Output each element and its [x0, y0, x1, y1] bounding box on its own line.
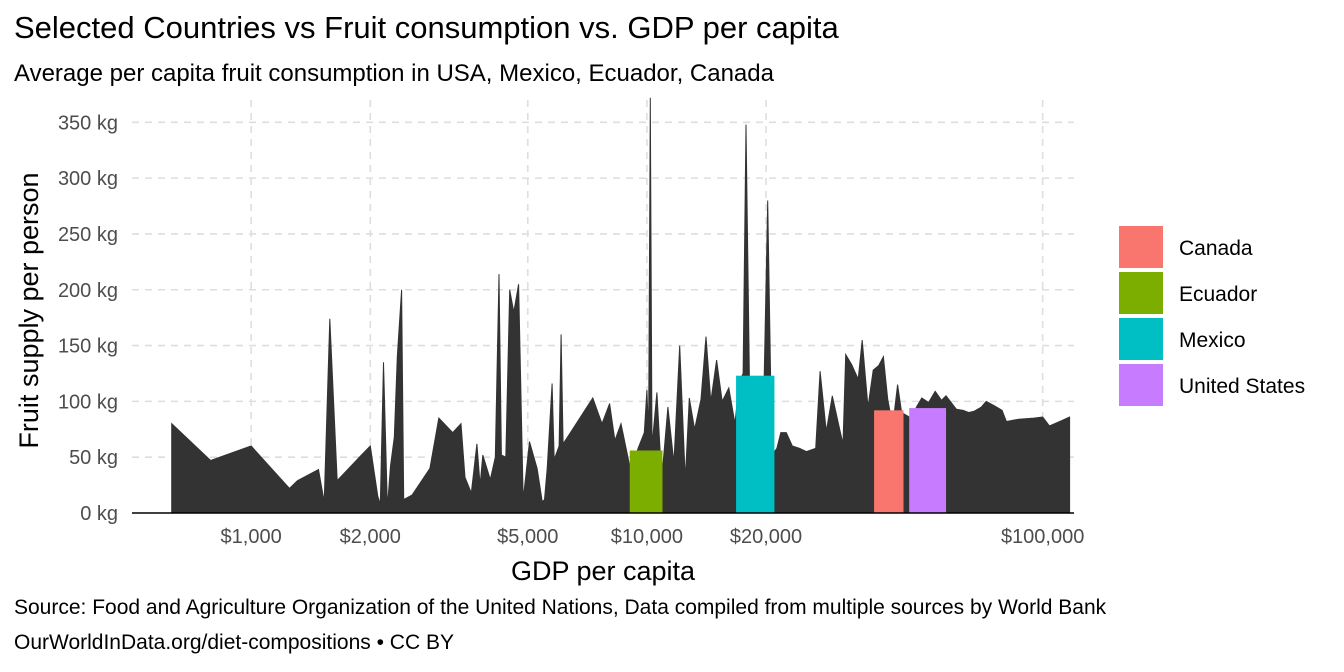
x-tick-label: $10,000: [611, 526, 683, 548]
bar-mexico: [736, 375, 775, 513]
x-tick-label: $2,000: [340, 526, 401, 548]
y-axis-title: Fruit supply per person: [14, 172, 44, 448]
x-tick-label: $5,000: [497, 526, 558, 548]
bar-united-states: [909, 408, 947, 513]
x-axis-title: GDP per capita: [511, 556, 696, 586]
country-bars: [629, 375, 947, 513]
legend-swatch-canada: [1119, 226, 1163, 268]
y-tick-label: 300 kg: [58, 168, 118, 190]
x-axis-ticks: $1,000 $2,000 $5,000 $10,000 $20,000 $100,000: [221, 526, 1085, 548]
legend-label-united-states: United States: [1179, 375, 1305, 398]
bar-canada: [874, 410, 904, 513]
y-axis-ticks: 0 kg 50 kg 100 kg 150 kg 200 kg 250 kg 300 kg 3…: [58, 112, 118, 525]
legend-label-canada: Canada: [1179, 237, 1253, 260]
y-tick-label: 50 kg: [69, 447, 118, 469]
x-tick-label: $1,000: [221, 526, 282, 548]
x-tick-label: $100,000: [1001, 526, 1084, 548]
legend-swatch-united-states: [1119, 364, 1163, 406]
legend-label-ecuador: Ecuador: [1179, 283, 1257, 306]
legend-swatch-mexico: [1119, 318, 1163, 360]
chart-title: Selected Countries vs Fruit consumption …: [14, 10, 839, 45]
bar-ecuador: [629, 450, 663, 513]
chart-subtitle: Average per capita fruit consumption in …: [14, 60, 774, 87]
y-tick-label: 100 kg: [58, 391, 118, 413]
grid-lines: [132, 100, 1074, 513]
license-caption: OurWorldInData.org/diet-compositions • C…: [14, 631, 454, 654]
y-tick-label: 250 kg: [58, 224, 118, 246]
legend-swatch-ecuador: [1119, 272, 1163, 314]
y-tick-label: 0 kg: [80, 503, 118, 525]
legend-label-mexico: Mexico: [1179, 329, 1246, 352]
legend: Canada Ecuador Mexico United States: [1119, 226, 1305, 406]
y-tick-label: 150 kg: [58, 336, 118, 358]
y-tick-label: 200 kg: [58, 280, 118, 302]
source-caption: Source: Food and Agriculture Organizatio…: [14, 596, 1107, 619]
x-tick-label: $20,000: [730, 526, 802, 548]
y-tick-label: 350 kg: [58, 112, 118, 134]
